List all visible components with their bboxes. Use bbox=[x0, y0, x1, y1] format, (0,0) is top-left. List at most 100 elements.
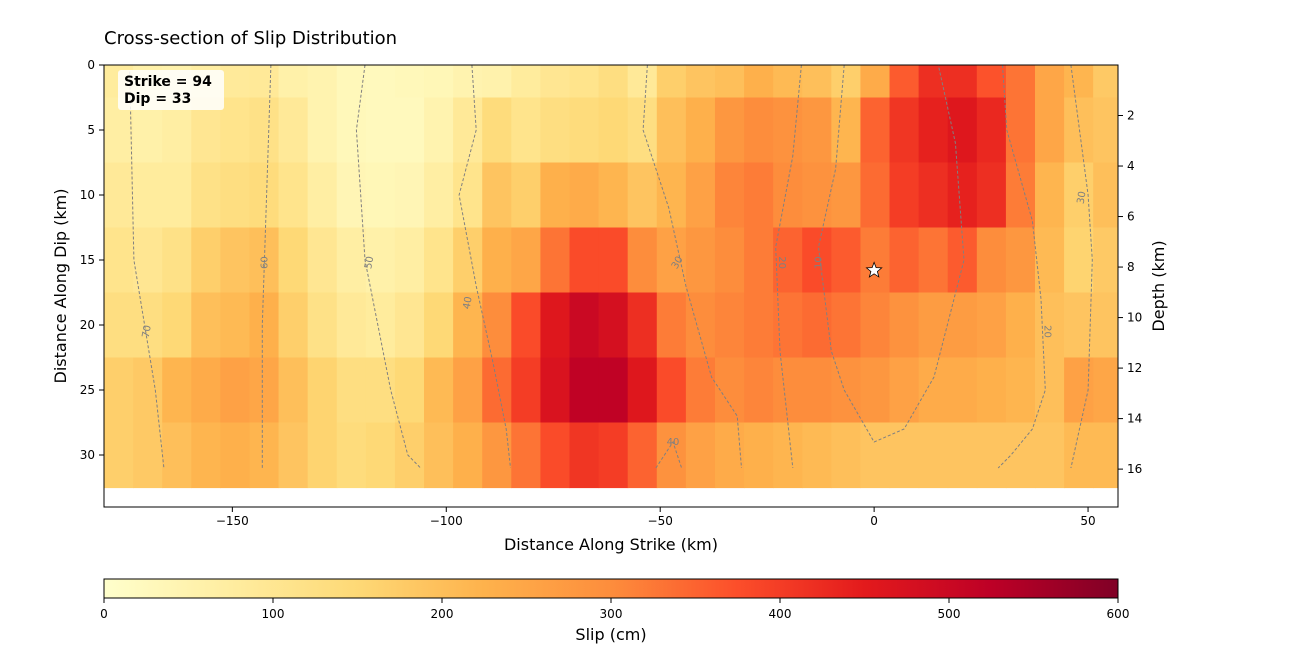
depth-tick-label: 12 bbox=[1127, 361, 1142, 375]
slip-cell bbox=[453, 422, 483, 489]
slip-cell bbox=[1005, 292, 1036, 359]
slip-cell bbox=[685, 422, 716, 489]
slip-cell bbox=[889, 357, 920, 424]
slip-cell bbox=[278, 357, 309, 424]
slip-cell bbox=[627, 65, 658, 99]
slip-cell bbox=[947, 65, 978, 99]
y-tick-label: 5 bbox=[87, 123, 95, 137]
slip-cell bbox=[307, 227, 338, 294]
slip-cell bbox=[860, 227, 891, 294]
slip-cell bbox=[918, 357, 949, 424]
x-tick-label: 50 bbox=[1080, 514, 1095, 528]
contour-label: 40 bbox=[667, 437, 680, 448]
slip-cell bbox=[482, 357, 512, 424]
y-tick-label: 20 bbox=[80, 318, 95, 332]
contour-label: 40 bbox=[462, 296, 475, 310]
slip-cell bbox=[598, 65, 629, 99]
colorbar-bar bbox=[103, 578, 1119, 599]
slip-cell bbox=[685, 292, 716, 359]
slip-cell bbox=[1035, 422, 1065, 489]
slip-cell bbox=[598, 292, 629, 359]
slip-cell bbox=[569, 292, 600, 359]
contour-label: 10 bbox=[814, 256, 825, 269]
slip-cell bbox=[918, 162, 949, 229]
slip-cell bbox=[540, 292, 571, 359]
slip-cell bbox=[336, 422, 367, 489]
slip-cell bbox=[918, 65, 949, 99]
slip-cell bbox=[220, 422, 251, 489]
x-tick-label: −100 bbox=[430, 514, 463, 528]
slip-cell bbox=[714, 65, 745, 99]
slip-cell bbox=[162, 162, 192, 229]
slip-cell bbox=[482, 162, 512, 229]
slip-cell bbox=[482, 292, 512, 359]
colorbar-tick-label: 400 bbox=[769, 607, 792, 621]
slip-cell bbox=[744, 227, 774, 294]
slip-cell bbox=[511, 97, 541, 164]
slip-cell bbox=[162, 422, 192, 489]
y-axis: 0 5 10 15 20 25 30 bbox=[80, 58, 104, 462]
slip-cell bbox=[104, 162, 134, 229]
slip-cell bbox=[802, 65, 832, 99]
slip-heatmap bbox=[104, 65, 1118, 489]
slip-cell bbox=[1035, 97, 1065, 164]
slip-cell bbox=[860, 162, 891, 229]
slip-cell bbox=[802, 357, 832, 424]
slip-cell bbox=[278, 422, 309, 489]
slip-cell bbox=[1093, 422, 1118, 489]
x-tick-label: 0 bbox=[870, 514, 878, 528]
chart-title: Cross-section of Slip Distribution bbox=[104, 28, 397, 49]
slip-cell bbox=[569, 357, 600, 424]
contour-line bbox=[1070, 65, 1093, 469]
slip-cell bbox=[249, 162, 280, 229]
slip-cell bbox=[511, 422, 541, 489]
slip-cell bbox=[714, 292, 745, 359]
slip-cell bbox=[947, 292, 978, 359]
slip-cell bbox=[889, 292, 920, 359]
slip-cell bbox=[424, 227, 454, 294]
slip-cell bbox=[249, 357, 280, 424]
slip-cell bbox=[976, 65, 1007, 99]
colorbar-tick-label: 500 bbox=[938, 607, 961, 621]
slip-cell bbox=[744, 97, 774, 164]
slip-cell bbox=[424, 65, 454, 99]
x-axis: −150 −100 −50 0 50 bbox=[216, 507, 1096, 528]
slip-cell bbox=[453, 357, 483, 424]
slip-cell bbox=[860, 65, 891, 99]
colorbar-tick-label: 200 bbox=[431, 607, 454, 621]
slip-cell bbox=[249, 97, 280, 164]
colorbar-ticks: 0 100 200 300 400 500 600 bbox=[100, 598, 1129, 621]
slip-cell bbox=[540, 162, 571, 229]
slip-cell bbox=[394, 357, 425, 424]
slip-cell bbox=[220, 292, 251, 359]
slip-cell bbox=[104, 422, 134, 489]
slip-cell bbox=[220, 162, 251, 229]
slip-cell bbox=[598, 357, 629, 424]
slip-cell bbox=[365, 292, 396, 359]
slip-cell bbox=[1064, 292, 1094, 359]
slip-cell bbox=[656, 422, 687, 489]
depth-axis: 2 4 6 8 10 12 14 16 bbox=[1118, 109, 1142, 476]
slip-cell bbox=[336, 97, 367, 164]
slip-cell bbox=[1064, 65, 1094, 99]
slip-cell bbox=[424, 162, 454, 229]
slip-cell bbox=[220, 227, 251, 294]
slip-cell bbox=[976, 227, 1007, 294]
slip-cell bbox=[220, 357, 251, 424]
slip-cell bbox=[918, 227, 949, 294]
slip-cell bbox=[685, 97, 716, 164]
depth-tick-label: 2 bbox=[1127, 109, 1135, 123]
y-tick-label: 30 bbox=[80, 448, 95, 462]
slip-cell bbox=[802, 292, 832, 359]
slip-cell bbox=[685, 357, 716, 424]
slip-cell bbox=[307, 65, 338, 99]
slip-cell bbox=[307, 97, 338, 164]
contour-label: 20 bbox=[776, 256, 787, 269]
slip-cell bbox=[831, 162, 862, 229]
slip-cell bbox=[831, 292, 862, 359]
slip-cell bbox=[365, 422, 396, 489]
y-tick-label: 0 bbox=[87, 58, 95, 72]
slip-cell bbox=[685, 227, 716, 294]
slip-cell bbox=[336, 162, 367, 229]
